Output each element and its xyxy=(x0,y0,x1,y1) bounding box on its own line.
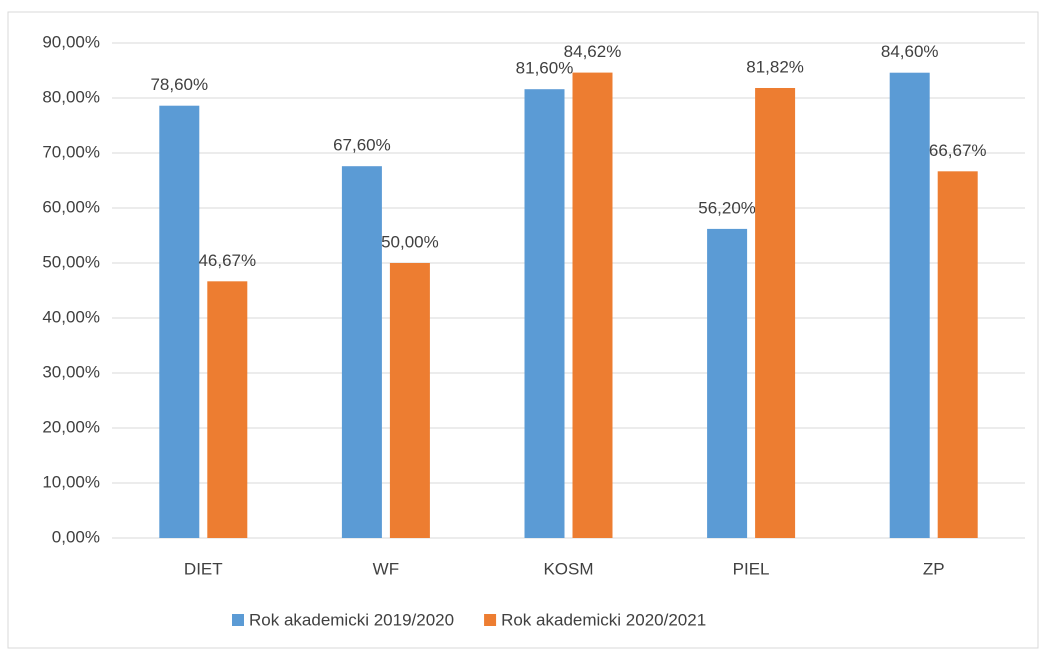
value-label: 84,60% xyxy=(881,42,939,61)
y-tick-label: 10,00% xyxy=(42,472,100,491)
bar xyxy=(341,166,382,538)
bar xyxy=(389,263,430,538)
y-tick-label: 90,00% xyxy=(42,32,100,51)
value-label: 56,20% xyxy=(698,198,756,217)
value-label: 81,60% xyxy=(516,59,574,78)
legend-swatch xyxy=(484,614,497,626)
legend-swatch xyxy=(232,614,244,626)
bar xyxy=(755,87,796,539)
y-tick-label: 60,00% xyxy=(42,197,100,216)
value-label: 84,62% xyxy=(564,42,622,61)
x-tick-label: KOSM xyxy=(543,559,593,578)
y-tick-label: 80,00% xyxy=(42,87,100,106)
y-tick-label: 20,00% xyxy=(42,417,100,436)
value-label: 46,67% xyxy=(198,251,256,270)
bar xyxy=(889,72,930,538)
bar xyxy=(937,171,978,538)
value-label: 66,67% xyxy=(929,141,987,160)
y-tick-label: 50,00% xyxy=(42,252,100,271)
bar xyxy=(707,228,748,538)
value-label: 81,82% xyxy=(746,57,804,76)
value-label: 67,60% xyxy=(333,136,391,155)
x-tick-label: DIET xyxy=(184,559,223,578)
bar xyxy=(159,105,200,538)
value-label: 50,00% xyxy=(381,232,439,251)
x-tick-label: PIEL xyxy=(733,559,770,578)
legend-label: Rok akademicki 2019/2020 xyxy=(249,610,454,629)
bar xyxy=(572,72,613,538)
y-tick-label: 30,00% xyxy=(42,362,100,381)
legend-label: Rok akademicki 2020/2021 xyxy=(501,610,706,629)
x-tick-label: WF xyxy=(373,559,399,578)
y-tick-label: 70,00% xyxy=(42,142,100,161)
chart-frame xyxy=(7,11,1039,649)
y-tick-label: 0,00% xyxy=(52,527,100,546)
bar xyxy=(207,281,248,538)
bar xyxy=(524,89,565,538)
x-tick-label: ZP xyxy=(923,559,945,578)
y-tick-label: 40,00% xyxy=(42,307,100,326)
value-label: 78,60% xyxy=(150,75,208,94)
